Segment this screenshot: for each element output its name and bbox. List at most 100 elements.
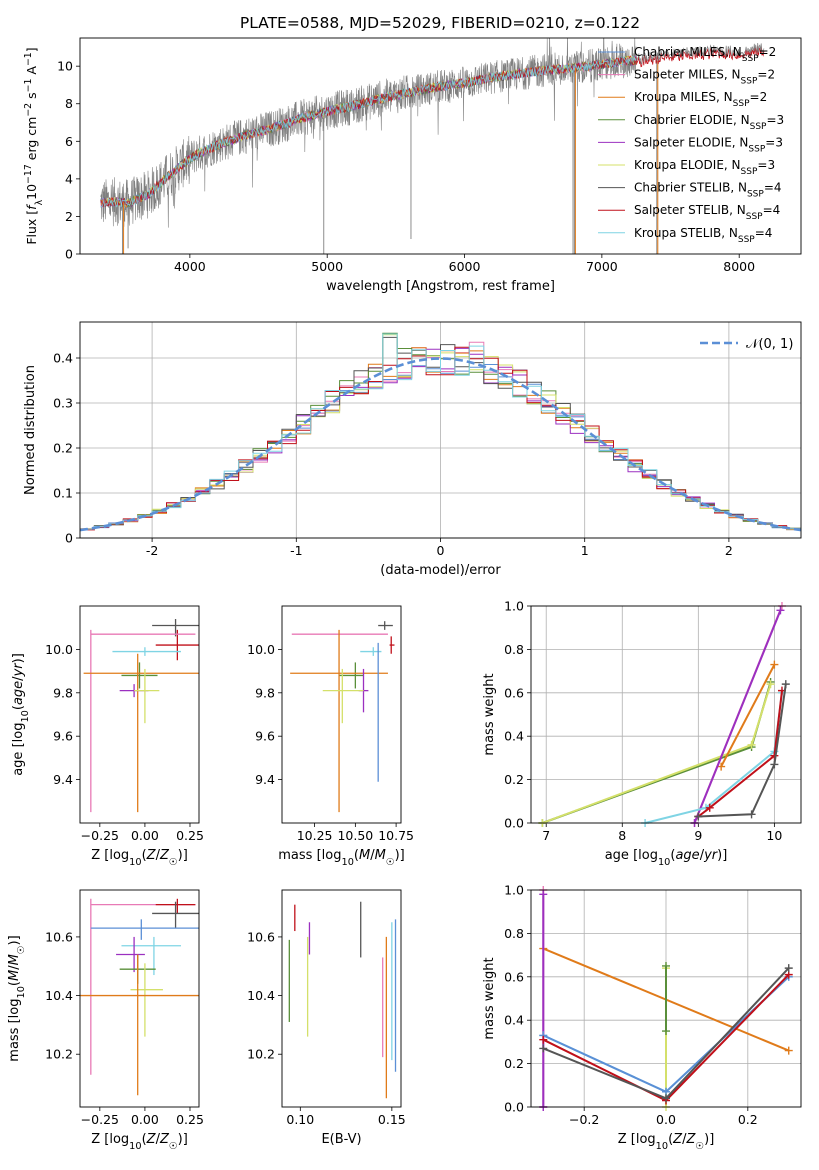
label-part: ☉	[169, 1141, 178, 1152]
axes-frame	[281, 605, 402, 824]
plus-marker	[776, 606, 785, 615]
label-part: 10	[341, 857, 353, 868]
model-spectrum	[100, 55, 637, 208]
label-part: 10	[656, 1141, 668, 1152]
legend-entry: Kroupa MILES, NSSP=2	[634, 90, 767, 109]
error-bar-point	[339, 662, 364, 689]
x-axis-label: E(B-V)	[321, 1132, 361, 1147]
series	[538, 677, 775, 827]
series	[539, 890, 548, 1111]
y-tick-label: 0.0	[504, 816, 524, 831]
plot-area	[290, 621, 395, 813]
y-tick-label: 0.4	[504, 729, 524, 744]
label-part: (	[11, 705, 26, 710]
y-tick-label: 9.8	[53, 685, 73, 700]
x-tick-label: 6000	[449, 259, 481, 274]
x-tick-label: 0.0	[656, 1112, 676, 1127]
error-bar-point	[152, 619, 199, 637]
label-part: =3	[757, 158, 775, 172]
label-part: )]	[717, 848, 727, 863]
y-tick-label: 0.2	[53, 441, 73, 456]
plot-area	[83, 619, 199, 813]
label-part: E(B-V)	[321, 1132, 361, 1147]
label-part: ☉	[169, 857, 178, 868]
x-tick-label: -1	[290, 543, 302, 558]
error-bar-point	[152, 901, 199, 929]
label-part: =2	[757, 68, 775, 82]
figure-title: PLATE=0588, MJD=52029, FIBERID=0210, z=0…	[240, 14, 640, 32]
axes-frame	[79, 605, 200, 824]
error-bar-point	[112, 647, 181, 656]
y-tick-label: 0.4	[53, 351, 73, 366]
label-part: log	[7, 999, 22, 1019]
histogram-step	[80, 346, 801, 531]
label-part: (data-model)/error	[380, 563, 501, 578]
x-tick-label: 0.25	[176, 828, 204, 843]
x-tick-label: 2	[725, 543, 733, 558]
label-part: Flux [	[24, 210, 39, 245]
x-tick-label: 0.2	[738, 1112, 758, 1127]
y-tick-label: 10.6	[45, 929, 73, 944]
label-part: Z [	[91, 848, 109, 863]
series	[717, 660, 779, 771]
label-part: 10	[658, 857, 670, 868]
error-bar-point	[322, 668, 364, 724]
label-part: f	[24, 204, 39, 210]
x-axis-label: wavelength [Angstrom, rest frame]	[326, 279, 555, 294]
plot-area	[80, 898, 199, 1096]
label-part: 10	[16, 986, 27, 998]
model-spectrum	[100, 56, 637, 209]
label-part: =4	[763, 203, 781, 217]
plot-area	[538, 602, 790, 827]
label-part: (	[7, 981, 22, 986]
series	[641, 688, 786, 827]
axes-frame	[530, 605, 802, 824]
error-bar-point	[90, 898, 196, 1075]
y-tick-label: 0.0	[504, 1100, 524, 1115]
label-part: Normed distribution	[23, 365, 38, 495]
model-spectrum	[100, 56, 637, 208]
label-part: M	[359, 848, 370, 863]
x-axis-label: Z [log10(Z/Z☉)]	[91, 848, 188, 868]
plus-marker	[781, 680, 790, 689]
x-tick-label: 1	[581, 543, 589, 558]
label-part: Kroupa ELODIE, N	[634, 158, 741, 172]
label-part: =2	[759, 45, 777, 59]
label-part: /	[156, 848, 161, 863]
label-part: −2	[23, 103, 34, 117]
label-part: /	[7, 965, 22, 970]
label-part: /	[370, 848, 375, 863]
y-tick-label: 0.2	[504, 772, 524, 787]
label-part: Z [	[91, 1132, 109, 1147]
plus-marker	[662, 961, 670, 970]
label-part: Z	[146, 1132, 157, 1147]
legend-entry: Salpeter ELODIE, NSSP=3	[634, 135, 783, 154]
label-part: )]	[704, 1132, 714, 1147]
legend-entry: 𝒩(0, 1)	[746, 337, 793, 352]
age-vs-Z-panel: −0.25 0.00 0.259.49.69.810.0Z [log10(Z/Z☉)…	[11, 605, 204, 868]
legend-entry: Chabrier ELODIE, NSSP=3	[634, 113, 784, 132]
legend-entry: Chabrier STELIB, NSSP=4	[634, 181, 782, 200]
label-part: )]	[178, 848, 188, 863]
label-part: log	[109, 848, 129, 863]
label-part: age [	[605, 848, 638, 863]
series-line	[542, 681, 772, 824]
y-tick-label: 0.6	[504, 685, 524, 700]
label-part: SSP	[748, 144, 765, 154]
label-part: erg cm	[24, 117, 39, 165]
label-part: (	[142, 848, 147, 863]
label-part: SSP	[741, 167, 758, 177]
error-bar-point	[155, 629, 199, 661]
error-bar-point	[134, 668, 160, 724]
y-tick-label: 6	[65, 134, 73, 149]
label-part: =4	[764, 181, 782, 195]
label-part: −17	[23, 164, 34, 184]
y-tick-label: 8	[65, 96, 73, 111]
label-part: )]	[178, 1132, 188, 1147]
label-part: s	[24, 92, 39, 103]
label-part: Chabrier MILES, N	[634, 45, 742, 59]
x-tick-label: 8000	[723, 259, 755, 274]
plus-marker	[662, 1027, 670, 1036]
